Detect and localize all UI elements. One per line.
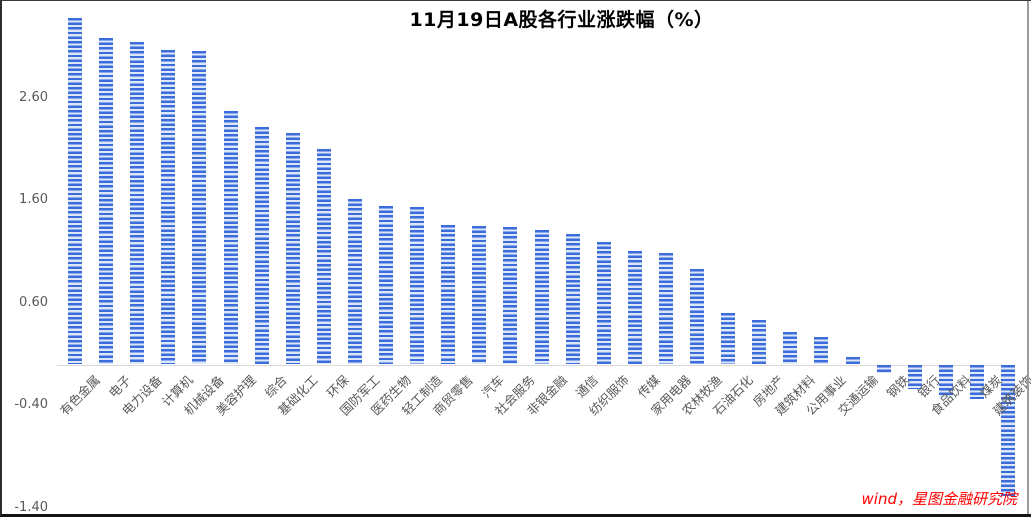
bar-轻工制造 bbox=[410, 207, 425, 364]
bar-电力设备 bbox=[130, 42, 145, 364]
bar-食品饮料 bbox=[938, 365, 953, 397]
bar-医药生物 bbox=[379, 206, 393, 364]
x-axis-line bbox=[57, 365, 1014, 366]
bar-电子 bbox=[99, 38, 114, 364]
bar-银行 bbox=[907, 365, 922, 389]
bar-非银金融 bbox=[534, 229, 549, 364]
y-axis-tick-label: 2.60 bbox=[19, 89, 48, 105]
bar-建筑装饰 bbox=[1001, 365, 1015, 497]
y-axis-tick-label: 1.60 bbox=[19, 192, 48, 207]
bar-美容护理 bbox=[223, 110, 238, 364]
bar-建筑材料 bbox=[783, 332, 798, 364]
bar-交通运输 bbox=[845, 356, 860, 364]
y-axis-tick-label: -1.40 bbox=[14, 499, 48, 515]
bar-综合 bbox=[254, 127, 269, 364]
chart-title: 11月19日A股各行业涨跌幅（%） bbox=[409, 9, 714, 31]
bar-家用电器 bbox=[658, 253, 673, 364]
window-right-edge bbox=[1027, 1, 1029, 514]
bar-国防军工 bbox=[347, 198, 362, 364]
bar-公用事业 bbox=[814, 337, 829, 364]
bar-钢铁 bbox=[876, 365, 891, 374]
bar-基础化工 bbox=[285, 133, 300, 364]
bar-社会服务 bbox=[503, 226, 518, 364]
bar-煤炭 bbox=[969, 365, 984, 399]
bar-环保 bbox=[316, 148, 331, 364]
bar-通信 bbox=[565, 233, 580, 364]
y-axis-tick-label: -0.40 bbox=[14, 397, 48, 412]
bar-商贸零售 bbox=[441, 224, 456, 364]
bar-有色金属 bbox=[68, 17, 82, 364]
bar-机械设备 bbox=[192, 51, 207, 364]
bar-农林牧渔 bbox=[690, 268, 704, 364]
source-note: wind，星图金融研究院 bbox=[861, 490, 1017, 508]
bar-石油石化 bbox=[721, 312, 736, 364]
bar-传媒 bbox=[627, 251, 642, 364]
y-axis-tick-label: 0.60 bbox=[19, 294, 48, 310]
bar-汽车 bbox=[472, 225, 487, 364]
bar-计算机 bbox=[161, 50, 176, 364]
bar-房地产 bbox=[752, 319, 767, 364]
bar-纺织服饰 bbox=[596, 242, 611, 364]
